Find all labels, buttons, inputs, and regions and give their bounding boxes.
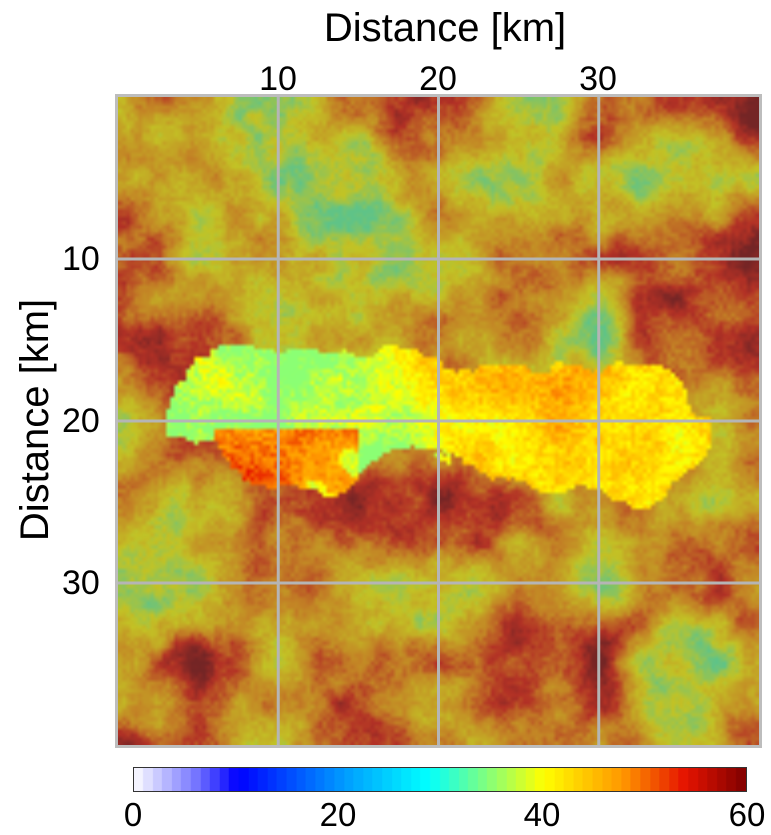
colorbar-gradient bbox=[134, 768, 746, 791]
heatmap-plot-area bbox=[115, 94, 762, 748]
y-tick-label-10: 10 bbox=[62, 240, 100, 278]
y-tick-label-30: 30 bbox=[62, 564, 100, 602]
colorbar-tick-20: 20 bbox=[319, 796, 357, 833]
colorbar-tick-0: 0 bbox=[123, 796, 143, 833]
grid-lines bbox=[118, 97, 759, 745]
y-axis-title: Distance [km] bbox=[13, 298, 57, 542]
x-tick-label-20: 20 bbox=[419, 60, 457, 98]
x-axis-title: Distance [km] bbox=[323, 6, 567, 50]
colorbar-tick-60: 60 bbox=[728, 796, 766, 833]
colorbar bbox=[133, 767, 747, 792]
x-tick-label-30: 30 bbox=[579, 60, 617, 98]
y-tick-label-20: 20 bbox=[62, 402, 100, 440]
colorbar-tick-40: 40 bbox=[523, 796, 561, 833]
x-tick-label-10: 10 bbox=[259, 60, 297, 98]
